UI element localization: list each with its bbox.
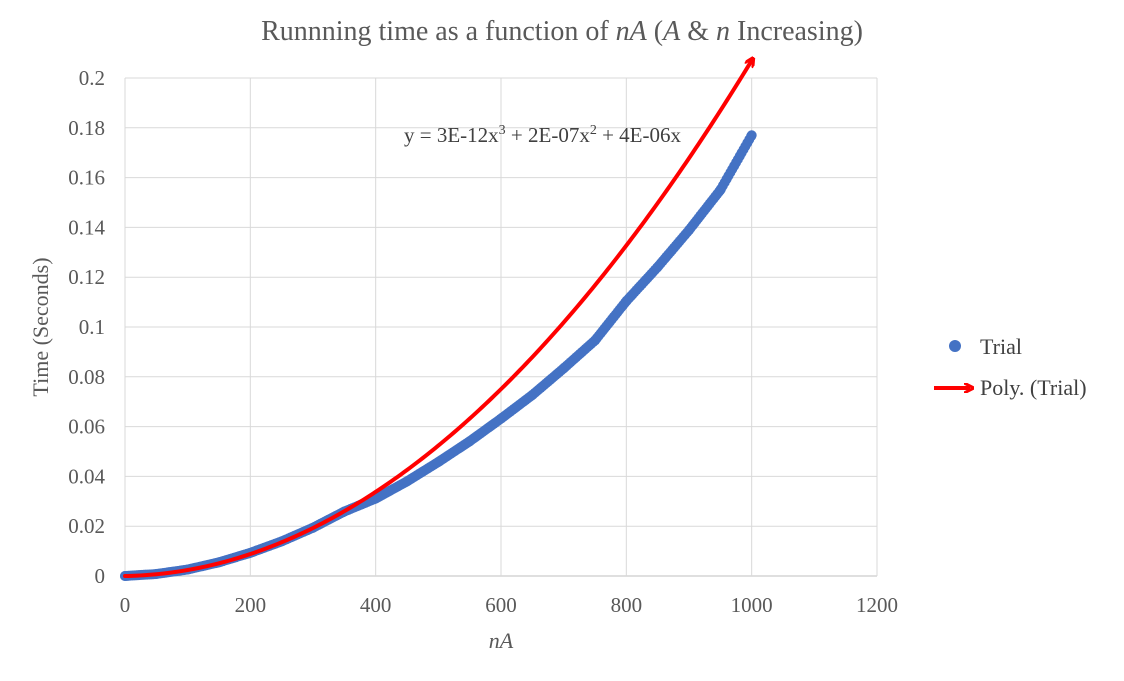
trendline-equation: y = 3E-12x3 + 2E-07x2 + 4E-06x xyxy=(404,123,682,147)
x-axis-ticks: 0 200 400 600 800 1000 1200 xyxy=(120,593,898,617)
data-point xyxy=(684,225,694,236)
title-part: A xyxy=(663,16,681,47)
title-part: nA xyxy=(615,16,647,47)
data-point xyxy=(370,493,381,504)
y-tick-label: 0.16 xyxy=(68,166,105,190)
data-point xyxy=(433,456,444,467)
data-point xyxy=(652,261,663,272)
title-part: n xyxy=(716,16,730,47)
title-part: & xyxy=(680,16,716,47)
y-tick-label: 0.2 xyxy=(79,66,105,90)
chart-title: Runnning time as a function of nA (A & n… xyxy=(0,16,1124,48)
y-axis-title: Time (Seconds) xyxy=(28,257,53,396)
trendline-path xyxy=(123,61,752,578)
data-point xyxy=(746,130,757,141)
legend: Trial Poly. (Trial) xyxy=(934,334,1087,400)
y-tick-label: 0.06 xyxy=(68,415,105,439)
y-axis-ticks: 0 0.02 0.04 0.06 0.08 0.1 0.12 0.14 0.16 0.18 0.2 xyxy=(68,66,105,588)
data-point xyxy=(715,185,726,196)
y-tick-label: 0.12 xyxy=(68,265,105,289)
data-point xyxy=(590,335,600,346)
gridlines xyxy=(124,77,878,577)
x-tick-label: 1200 xyxy=(856,593,898,617)
y-tick-label: 0.1 xyxy=(79,315,105,339)
y-tick-label: 0.04 xyxy=(68,464,105,488)
data-point xyxy=(558,363,569,374)
legend-label-trendline: Poly. (Trial) xyxy=(980,375,1087,400)
title-part: ( xyxy=(646,16,664,47)
data-point xyxy=(402,476,412,487)
data-point xyxy=(464,436,475,447)
x-axis-title: nA xyxy=(489,628,514,653)
y-tick-label: 0 xyxy=(95,564,106,588)
legend-label-trial: Trial xyxy=(980,334,1022,359)
y-tick-label: 0.18 xyxy=(68,116,105,140)
x-tick-label: 1000 xyxy=(731,593,773,617)
trendline-series xyxy=(123,61,752,578)
x-tick-label: 400 xyxy=(360,593,392,617)
title-part: Runnning time as a function of xyxy=(261,16,616,47)
data-point xyxy=(496,413,506,424)
data-point xyxy=(527,389,538,400)
y-tick-label: 0.02 xyxy=(68,514,105,538)
y-tick-label: 0.14 xyxy=(68,215,105,239)
x-tick-label: 0 xyxy=(120,593,131,617)
y-tick-label: 0.08 xyxy=(68,365,105,389)
title-part: Increasing) xyxy=(730,16,863,47)
x-tick-label: 200 xyxy=(235,593,267,617)
x-tick-label: 800 xyxy=(611,593,643,617)
x-tick-label: 600 xyxy=(485,593,517,617)
legend-marker-trial xyxy=(949,340,961,352)
data-point xyxy=(621,296,632,307)
